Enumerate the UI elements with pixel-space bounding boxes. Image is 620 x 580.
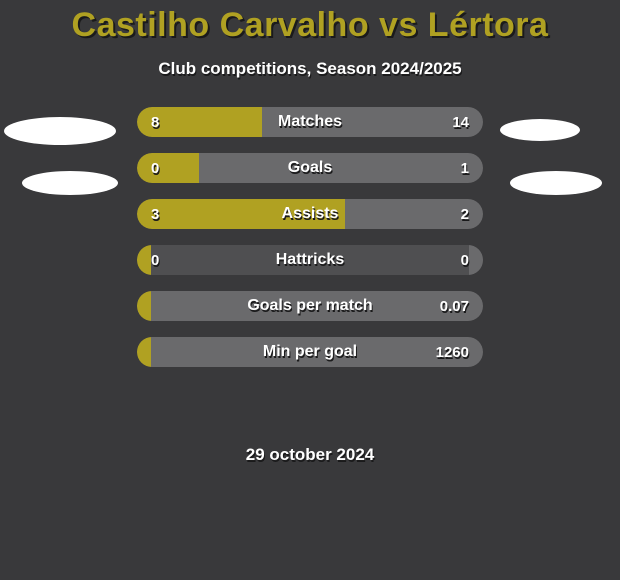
player-photo-placeholder	[22, 171, 118, 195]
bar-value-left: 33	[151, 199, 159, 229]
player-photo-placeholder	[500, 119, 580, 141]
bar-row: GoalsGoals00 11	[137, 153, 483, 183]
page-subtitle-text: Club competitions, Season 2024/2025	[158, 59, 461, 78]
bar-value-right: 11	[461, 153, 469, 183]
comparison-chart: MatchesMatches881414GoalsGoals0011Assist…	[0, 107, 620, 367]
bar-value-right: 12601260	[436, 337, 469, 367]
bar-value-left: 88	[151, 107, 159, 137]
bar-value-right: 22	[461, 199, 469, 229]
page-title: Castilho Carvalho vs Lértora Castilho Ca…	[0, 0, 620, 45]
bar-row: Goals per matchGoals per match0.070.07	[137, 291, 483, 321]
page-subtitle: Club competitions, Season 2024/2025 Club…	[0, 59, 620, 79]
bar-label: AssistsAssists	[137, 199, 483, 229]
bar-value-right: 00	[461, 245, 469, 275]
date-text: 29 october 2024	[246, 445, 375, 464]
page-title-text: Castilho Carvalho vs Lértora	[72, 6, 549, 44]
bars-container: MatchesMatches881414GoalsGoals0011Assist…	[137, 107, 483, 367]
bar-value-left: 00	[151, 245, 159, 275]
bar-row: Min per goalMin per goal12601260	[137, 337, 483, 367]
date-line: 29 october 2024 29 october 2024	[0, 445, 620, 465]
player-photo-placeholder	[4, 117, 116, 145]
bar-value-right: 1414	[452, 107, 469, 137]
bar-label: MatchesMatches	[137, 107, 483, 137]
bar-value-right: 0.070.07	[440, 291, 469, 321]
player-photo-placeholder	[510, 171, 602, 195]
bar-label: Min per goalMin per goal	[137, 337, 483, 367]
bar-label: HattricksHattricks	[137, 245, 483, 275]
bar-label: Goals per matchGoals per match	[137, 291, 483, 321]
bar-row: AssistsAssists33 22	[137, 199, 483, 229]
bar-value-left: 00	[151, 153, 159, 183]
bar-row: MatchesMatches88 1414	[137, 107, 483, 137]
bar-label: GoalsGoals	[137, 153, 483, 183]
bar-row: HattricksHattricks00 00	[137, 245, 483, 275]
